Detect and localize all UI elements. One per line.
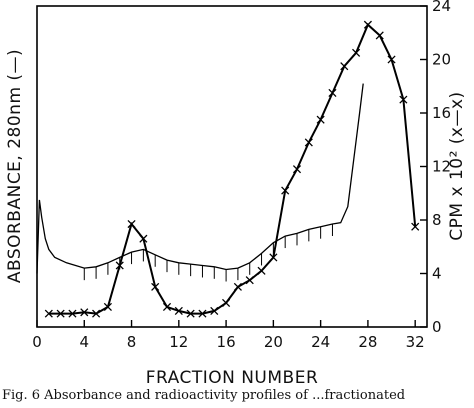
x-tick-label: 16 — [217, 333, 236, 351]
cpm-marker-stroke — [304, 138, 313, 147]
x-tick-label: 4 — [79, 333, 89, 351]
cpm-marker-stroke — [210, 306, 219, 316]
cpm-point — [399, 95, 408, 104]
cpm-point — [92, 309, 101, 318]
y-tick-label: 24 — [432, 0, 451, 15]
plot-frame — [36, 5, 428, 328]
cpm-point — [127, 219, 136, 229]
x-tick-label: 20 — [264, 333, 283, 351]
cpm-point — [352, 48, 361, 57]
cpm-marker-stroke — [281, 186, 290, 195]
cpm-point — [80, 308, 89, 317]
cpm-point — [151, 282, 160, 291]
cpm-marker-stroke — [352, 48, 361, 57]
cpm-marker-stroke — [292, 165, 302, 174]
left-y-axis-label: ABSORBANCE, 280nm (—) — [5, 49, 25, 283]
cpm-marker-stroke — [115, 261, 124, 270]
y-tick-label: 4 — [432, 265, 442, 283]
cpm-point — [292, 165, 302, 174]
cpm-point — [363, 20, 372, 29]
cpm-point — [411, 222, 420, 231]
right-y-axis-label: CPM x 10² (x—x) — [447, 91, 467, 240]
cpm-marker-stroke — [328, 88, 337, 97]
cpm-point — [304, 138, 313, 147]
y-tick-label: 20 — [432, 51, 451, 69]
cpm-point — [115, 261, 124, 270]
cpm-marker-stroke — [80, 308, 89, 317]
cpm-point — [210, 306, 219, 316]
cpm-marker-stroke — [174, 306, 183, 316]
y-tick-label: 8 — [432, 211, 442, 229]
cpm-point — [340, 62, 349, 71]
cpm-point — [139, 234, 148, 243]
x-tick-label: 28 — [358, 333, 377, 351]
y-tick-label: 16 — [432, 104, 451, 122]
cpm-point — [222, 298, 231, 307]
cpm-marker-stroke — [316, 115, 325, 124]
cpm-point — [186, 309, 195, 318]
cpm-marker-stroke — [222, 298, 231, 307]
cpm-marker-stroke — [186, 309, 195, 318]
cpm-point — [328, 88, 337, 97]
absorbance-line — [36, 83, 364, 274]
cpm-marker-stroke — [92, 309, 101, 318]
cpm-marker-stroke — [198, 309, 207, 318]
cpm-marker-stroke — [340, 62, 349, 71]
cpm-marker-stroke — [233, 282, 242, 291]
cpm-marker-stroke — [127, 219, 136, 229]
cpm-marker-stroke — [363, 20, 372, 29]
cpm-marker-stroke — [245, 276, 254, 285]
cpm-marker-stroke — [151, 282, 160, 291]
cpm-marker-stroke — [411, 222, 420, 231]
x-axis-ticks: 0 4 8 12 16 20 24 28 32 — [32, 320, 425, 351]
series-layer — [36, 20, 420, 318]
cpm-point — [198, 309, 207, 318]
cpm-marker-stroke — [375, 31, 384, 40]
cpm-point — [162, 302, 172, 311]
x-tick-label: 32 — [406, 333, 425, 351]
cpm-marker-stroke — [399, 95, 408, 104]
figure-caption: Fig. 6 Absorbance and radioactivity prof… — [2, 388, 406, 403]
cpm-point — [245, 276, 254, 285]
cpm-point — [387, 55, 396, 64]
cpm-point — [281, 186, 290, 195]
cpm-point — [233, 282, 242, 291]
cpm-point — [56, 309, 65, 318]
cpm-point — [174, 306, 183, 316]
cpm-point — [375, 31, 384, 40]
cpm-marker-stroke — [103, 302, 112, 311]
cpm-point — [316, 115, 325, 124]
right-y-axis-ticks: 0 4 8 12 16 20 24 — [420, 0, 451, 336]
chromatogram-chart: 0 4 8 12 16 20 24 28 32 0 4 8 12 16 20 24 FRACTION NUM… — [5, 0, 467, 388]
y-tick-label: 0 — [432, 318, 442, 336]
cpm-marker-stroke — [68, 309, 77, 318]
cpm-point — [257, 266, 266, 275]
cpm-marker-stroke — [56, 309, 65, 318]
x-tick-label: 8 — [127, 333, 137, 351]
x-axis-label: FRACTION NUMBER — [146, 368, 319, 388]
cpm-marker-stroke — [162, 302, 172, 311]
cpm-point — [269, 253, 278, 262]
cpm-marker-stroke — [44, 309, 53, 318]
y-tick-label: 12 — [432, 158, 451, 176]
x-tick-label: 24 — [311, 333, 330, 351]
cpm-marker-stroke — [139, 234, 148, 243]
cpm-point — [103, 302, 112, 311]
cpm-line — [48, 23, 417, 315]
cpm-point — [44, 309, 53, 318]
cpm-marker-stroke — [387, 55, 396, 64]
x-tick-label: 12 — [169, 333, 188, 351]
x-tick-label: 0 — [32, 333, 42, 351]
cpm-marker-stroke — [269, 253, 278, 262]
cpm-marker-stroke — [257, 266, 266, 275]
cpm-point — [68, 309, 77, 318]
